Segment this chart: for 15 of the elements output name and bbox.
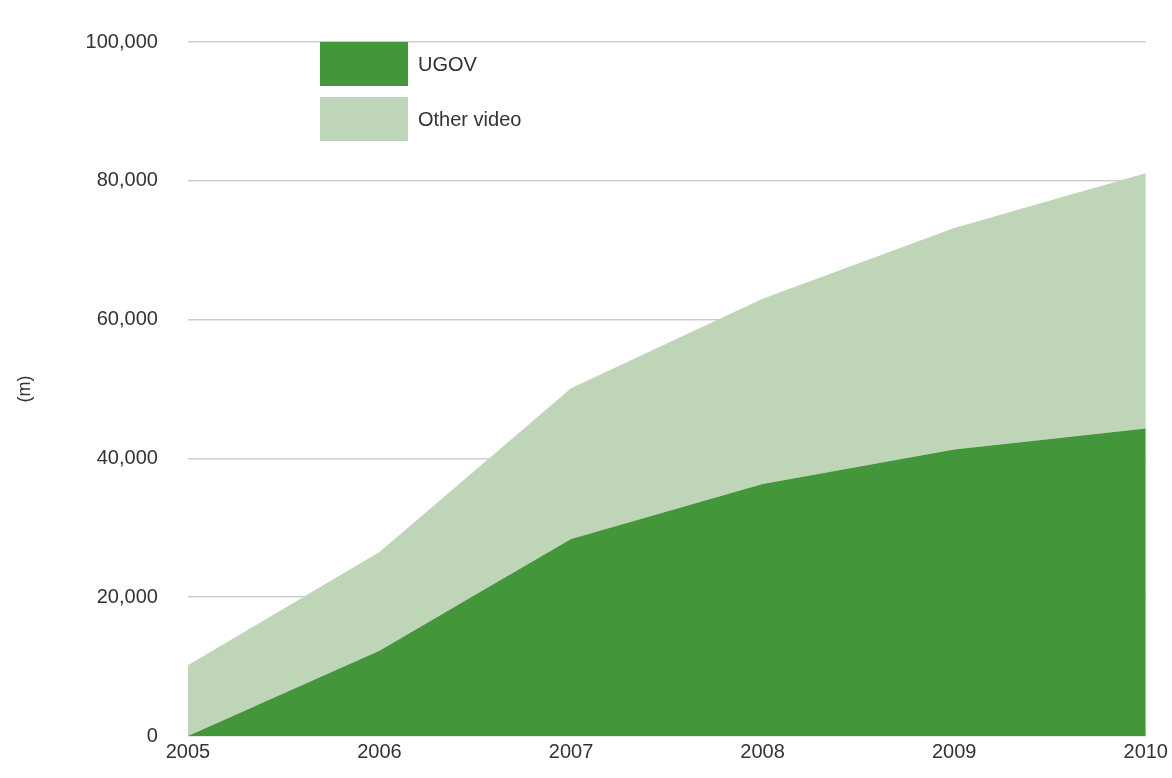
legend-label: Other video: [418, 107, 522, 131]
x-tick-label: 2010: [1123, 739, 1168, 762]
y-axis-title: (m): [13, 375, 34, 403]
x-tick-label: 2009: [931, 739, 977, 762]
legend-label: UGOV: [418, 52, 477, 76]
x-tick-label: 2005: [165, 739, 211, 762]
x-tick-label: 2007: [548, 739, 594, 762]
y-tick-label: 0: [146, 723, 158, 746]
y-tick-label: 100,000: [85, 29, 158, 52]
x-tick-label: 2008: [740, 739, 785, 762]
y-tick-label: 80,000: [96, 168, 158, 191]
y-tick-label: 60,000: [96, 307, 158, 330]
y-tick-label: 40,000: [96, 445, 158, 468]
y-tick-label: 20,000: [96, 584, 158, 607]
x-tick-label: 2006: [357, 739, 402, 762]
